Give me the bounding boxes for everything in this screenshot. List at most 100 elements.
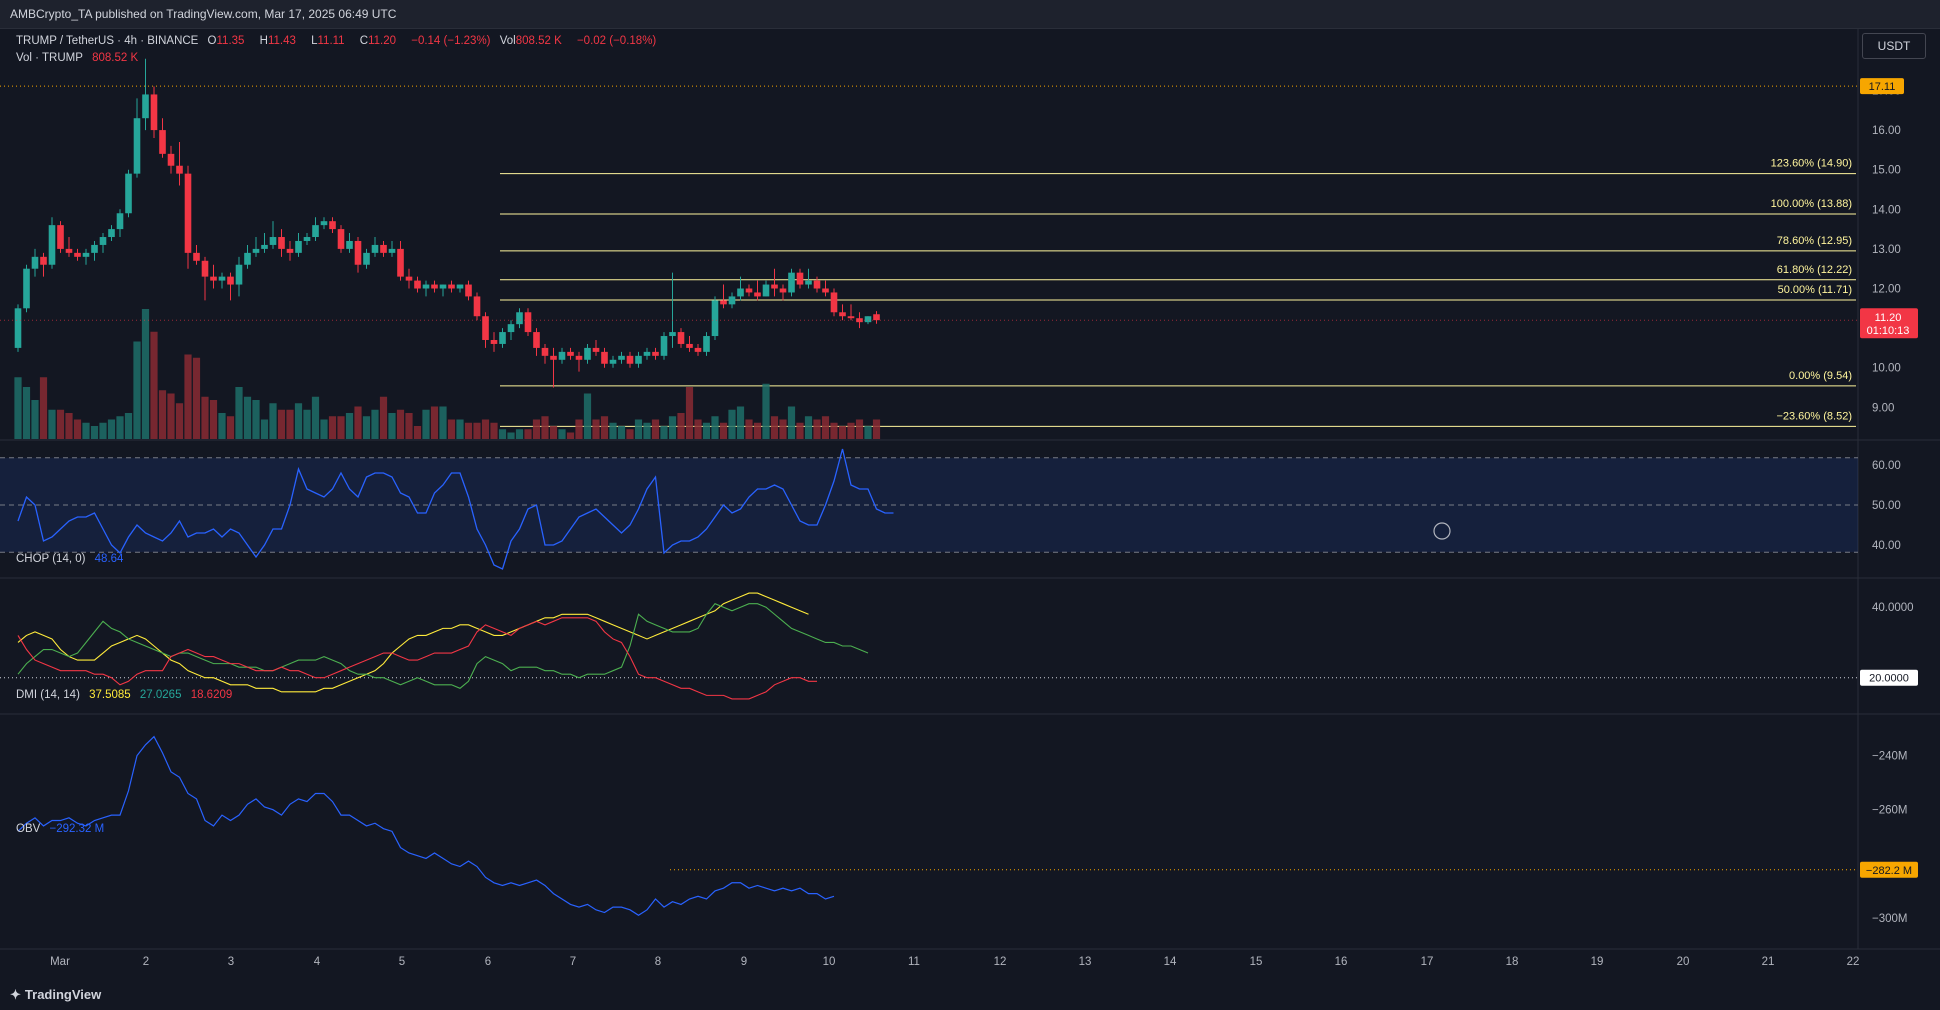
- candle-body: [541, 347, 549, 356]
- candle-body: [686, 343, 693, 348]
- volume-bar: [600, 416, 609, 439]
- volume-bar: [175, 403, 184, 439]
- volume-bar: [107, 419, 116, 439]
- volume-bar: [677, 413, 685, 439]
- price-tick-label: 10.00: [1872, 363, 1901, 375]
- dmi-legend: DMI (14, 14) 37.5085 27.0265 18.6209: [16, 689, 233, 701]
- volume-bar: [660, 426, 668, 439]
- volume-bar: [328, 416, 337, 439]
- volume-bar: [218, 413, 226, 439]
- volume-bar: [82, 422, 90, 439]
- volume-bar: [558, 429, 566, 439]
- volume-bar: [821, 416, 830, 439]
- volume-bar: [651, 419, 660, 439]
- candle-body: [558, 351, 566, 360]
- price-tick-label: 13.00: [1872, 244, 1901, 256]
- candle-body: [380, 244, 387, 253]
- volume-bar: [490, 422, 498, 439]
- price-tick-label: 14.00: [1872, 204, 1901, 216]
- candle-body: [805, 280, 812, 285]
- volume-bar: [617, 426, 626, 439]
- dmi-plus-line: [17, 603, 869, 689]
- candle-body: [337, 229, 345, 249]
- candle-body: [439, 284, 447, 289]
- price-tick-label: 15.00: [1872, 165, 1901, 177]
- volume-bar: [277, 409, 286, 439]
- volume-bar: [736, 406, 745, 439]
- volume-bar: [524, 429, 532, 439]
- candle-body: [303, 237, 311, 241]
- chart-area[interactable]: 18.0017.0016.0015.0014.0013.0012.0011.00…: [0, 28, 1940, 978]
- volume-bar: [702, 422, 711, 439]
- candle-body: [40, 256, 47, 265]
- volume-bar: [150, 331, 158, 439]
- candle-body: [839, 312, 846, 317]
- candle-body: [601, 351, 608, 364]
- tradingview-logo[interactable]: ✦ TradingView: [10, 987, 102, 1002]
- volume-bar: [99, 422, 107, 439]
- volume-bar: [133, 341, 141, 439]
- volume-bar: [337, 416, 345, 439]
- volume-bar: [456, 419, 464, 439]
- time-tick-label: 6: [485, 956, 491, 968]
- candle-body: [864, 316, 872, 323]
- volume-bar: [260, 419, 269, 439]
- obv-tick-label: −260M: [1872, 805, 1907, 817]
- candle-body: [82, 252, 90, 257]
- candle-body: [524, 312, 532, 333]
- volume-bar: [447, 419, 456, 439]
- volume-bar: [201, 396, 209, 439]
- time-tick-label: 7: [570, 956, 576, 968]
- time-tick-label: 2: [143, 956, 149, 968]
- candle-body: [677, 332, 685, 344]
- high-price-tag: [1860, 78, 1904, 95]
- candle-body: [618, 355, 625, 360]
- tv-logo-icon: ✦: [10, 987, 21, 1002]
- candle-body: [329, 221, 336, 230]
- volume-bar: [354, 406, 362, 439]
- candle-body: [788, 272, 795, 293]
- time-tick-label: 3: [228, 956, 234, 968]
- candle-body: [48, 225, 56, 265]
- volume-bar: [116, 416, 124, 439]
- candle-body: [660, 336, 668, 356]
- candle-body: [261, 244, 268, 249]
- high-value: 11.43: [267, 35, 296, 47]
- volume-bar: [762, 383, 770, 439]
- candle-body: [720, 300, 727, 305]
- candle-body: [626, 355, 634, 364]
- time-tick-label: 18: [1506, 956, 1519, 968]
- countdown-label: 01:10:13: [1867, 325, 1910, 337]
- low-value: 11.11: [317, 35, 345, 47]
- volume-bar: [192, 357, 201, 439]
- volume-bar: [498, 429, 507, 439]
- chart-svg[interactable]: 18.0017.0016.0015.0014.0013.0012.0011.00…: [0, 29, 1940, 977]
- volume-bar: [634, 419, 643, 439]
- obv-line: [17, 735, 835, 916]
- volume-bar: [787, 406, 796, 439]
- candle-body: [592, 347, 600, 352]
- last-price-tag: [1860, 308, 1918, 339]
- publish-bar: AMBCrypto_TA published on TradingView.co…: [0, 0, 1940, 28]
- volume-bar: [872, 419, 881, 439]
- candle-body: [635, 355, 642, 364]
- candle-body: [57, 225, 64, 249]
- candle-body: [65, 248, 73, 253]
- volume-bar: [847, 422, 855, 439]
- price-tick-label: 9.00: [1872, 402, 1894, 414]
- candle-body: [108, 229, 115, 238]
- candle-body: [643, 351, 651, 356]
- price-tick-label: 12.00: [1872, 284, 1901, 296]
- volume-bar: [379, 396, 388, 439]
- candle-body: [125, 173, 132, 214]
- candle-body: [779, 288, 787, 293]
- fib-label: 100.00% (13.88): [1771, 198, 1852, 210]
- candle-body: [354, 240, 362, 265]
- time-tick-label: 9: [741, 956, 747, 968]
- time-tick-label: 21: [1762, 956, 1775, 968]
- time-tick-label: 20: [1677, 956, 1690, 968]
- volume-bar: [184, 354, 192, 439]
- volume-bar: [541, 416, 549, 439]
- volume-bar: [575, 419, 583, 439]
- currency-button[interactable]: USDT: [1862, 33, 1926, 59]
